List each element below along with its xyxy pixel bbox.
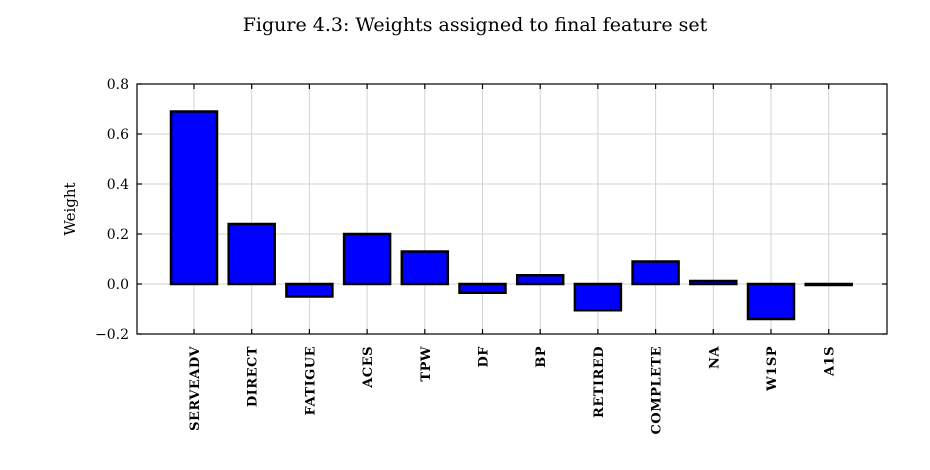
bar-fatigue [285, 282, 334, 298]
x-tick-label: SERVEADV [188, 346, 203, 431]
x-tick-label: BP [534, 346, 549, 368]
x-tick-label: DF [477, 346, 492, 368]
bar-bp [515, 274, 565, 286]
y-tick-label: 0.6 [107, 127, 129, 143]
bar-w1sp [746, 282, 796, 321]
bar-na [689, 279, 738, 286]
ticks: 0.8 0.6 0.4 0.2 0.0 −0.2 SERVEADV DIRECT FATIGUE… [95, 77, 887, 434]
x-tick-label: A1S [823, 346, 838, 377]
plot-frame [136, 83, 888, 335]
x-tick-label: COMPLETE [650, 346, 665, 434]
bar-a1s [804, 282, 853, 287]
bar-retired [573, 282, 623, 312]
y-axis-label: Weight [61, 182, 79, 235]
x-tick-label: TPW [419, 346, 434, 382]
y-tick-label: −0.2 [95, 327, 129, 343]
y-tick-label: 0.0 [107, 277, 129, 293]
y-tick-label: 0.4 [107, 177, 129, 193]
x-tick-label: ACES [361, 346, 376, 389]
x-tick-label: DIRECT [246, 346, 261, 407]
bar-tpw [400, 250, 450, 286]
x-tick-label: RETIRED [592, 346, 607, 418]
y-tick-label: 0.2 [107, 227, 129, 243]
bar-df [458, 282, 507, 294]
x-tick-label: W1SP [765, 346, 780, 392]
bar-complete [631, 260, 680, 286]
chart-title: Figure 4.3: Weights assigned to final fe… [243, 14, 708, 36]
y-tick-label: 0.8 [107, 77, 129, 93]
bar-aces [342, 232, 392, 286]
x-tick-label: FATIGUE [303, 346, 318, 415]
bar-direct [227, 222, 276, 286]
bar-serveadv [169, 110, 219, 286]
x-tick-label: NA [707, 346, 722, 369]
bars [169, 110, 853, 321]
